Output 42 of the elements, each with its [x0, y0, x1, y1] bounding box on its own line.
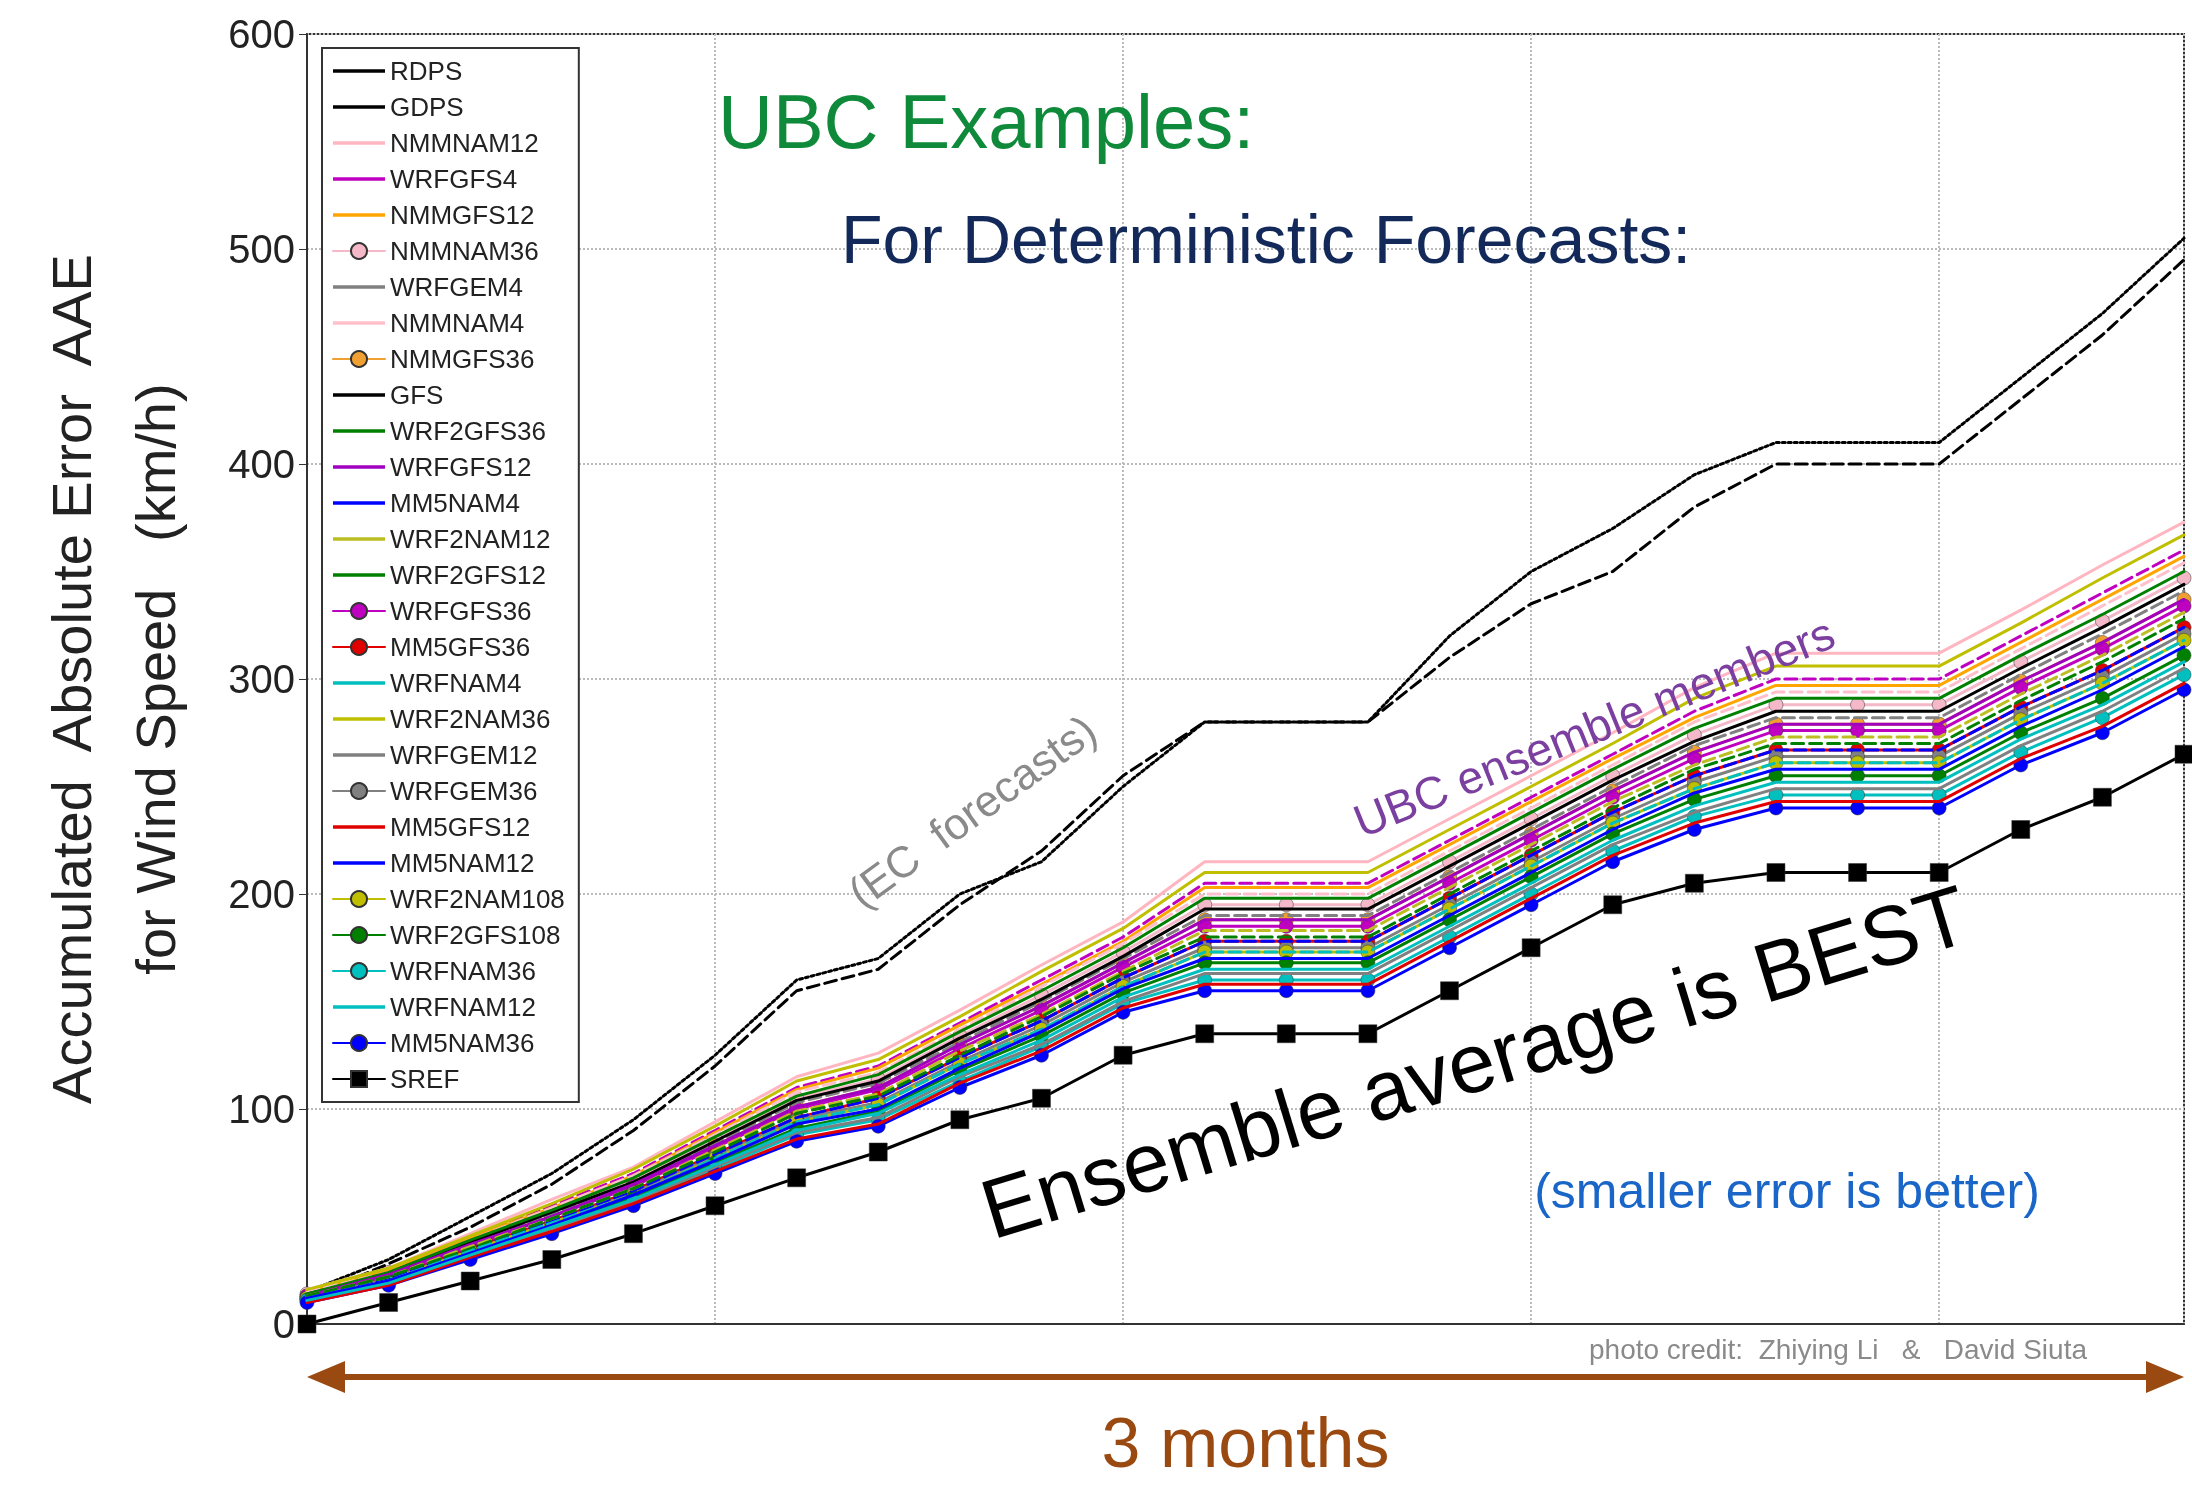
y-tick-label: 500: [228, 227, 295, 271]
y-axis-title: Accumulated Absolute Error AAE for Wind Speed (km/h): [39, 254, 187, 1104]
legend-label: NMMGFS12: [390, 200, 535, 230]
annotation: (smaller error is better): [1534, 1163, 2040, 1219]
legend-label: WRF2GFS36: [390, 416, 547, 446]
legend-label: MM5NAM12: [390, 848, 535, 878]
legend-label: RDPS: [390, 56, 463, 86]
legend-label: WRFGEM36: [390, 776, 538, 806]
legend-label: WRFGFS4: [390, 164, 518, 194]
text: UBC Examples:: [718, 78, 1255, 164]
legend-label: WRFNAM36: [390, 956, 536, 986]
legend-label: WRF2NAM36: [390, 704, 551, 734]
legend-label: WRF2NAM12: [390, 524, 551, 554]
y-tick-label: 600: [228, 12, 295, 56]
legend-label: WRFGEM4: [390, 272, 523, 302]
x-axis-title: 3 months: [1101, 1404, 1390, 1482]
legend-label: NMMNAM12: [390, 128, 539, 158]
legend-label: MM5GFS36: [390, 632, 531, 662]
legend-label: WRFNAM12: [390, 992, 536, 1022]
legend-label: WRFGEM12: [390, 740, 538, 770]
legend-label: WRFNAM4: [390, 668, 522, 698]
y-tick-label: 200: [228, 872, 295, 916]
legend-label: NMMNAM36: [390, 236, 539, 266]
legend-label: WRF2GFS12: [390, 560, 547, 590]
legend-label: WRFGFS12: [390, 452, 532, 482]
legend-label: NMMNAM4: [390, 308, 525, 338]
text: For Deterministic Forecasts:: [841, 201, 1692, 277]
y-tick-label: 100: [228, 1087, 295, 1131]
text: photo credit: Zhiying Li & David Siuta: [1588, 1333, 2088, 1365]
legend-label: WRF2NAM108: [390, 884, 565, 914]
legend-label: MM5NAM36: [390, 1028, 535, 1058]
legend-label: GDPS: [390, 92, 464, 122]
legend-label: WRFGFS36: [390, 596, 532, 626]
y-tick-label: 400: [228, 442, 295, 486]
legend-label: MM5NAM4: [390, 488, 521, 518]
legend-label: GFS: [390, 380, 444, 410]
legend-label: WRF2GFS108: [390, 920, 561, 950]
y-tick-label: 300: [228, 657, 295, 701]
y-tick-label: 0: [272, 1302, 295, 1346]
legend-label: MM5GFS12: [390, 812, 531, 842]
legend-label: NMMGFS36: [390, 344, 535, 374]
legend-label: SREF: [390, 1064, 460, 1094]
